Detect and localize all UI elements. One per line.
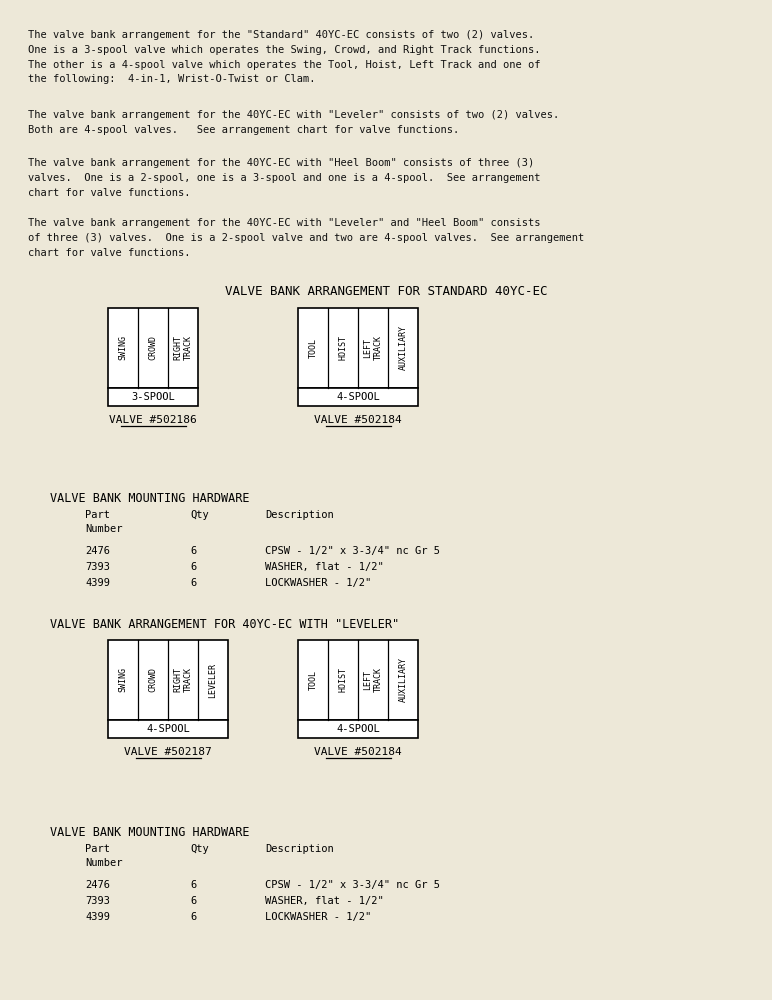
Text: VALVE BANK ARRANGEMENT FOR STANDARD 40YC-EC: VALVE BANK ARRANGEMENT FOR STANDARD 40YC… bbox=[225, 285, 547, 298]
Bar bbox=[298, 388, 418, 406]
Text: LEFT
TRACK: LEFT TRACK bbox=[364, 668, 383, 692]
Text: VALVE #502184: VALVE #502184 bbox=[314, 415, 402, 425]
Text: Part
Number: Part Number bbox=[85, 844, 123, 868]
Text: Qty: Qty bbox=[190, 844, 208, 854]
Text: VALVE BANK ARRANGEMENT FOR 40YC-EC WITH "LEVELER": VALVE BANK ARRANGEMENT FOR 40YC-EC WITH … bbox=[50, 618, 399, 631]
Text: 7393: 7393 bbox=[85, 896, 110, 906]
Text: AUXILIARY: AUXILIARY bbox=[398, 658, 408, 702]
Text: 2476: 2476 bbox=[85, 546, 110, 556]
Text: Part
Number: Part Number bbox=[85, 510, 123, 534]
Bar bbox=[298, 308, 418, 388]
Text: 4399: 4399 bbox=[85, 578, 110, 588]
Text: VALVE #502186: VALVE #502186 bbox=[109, 415, 197, 425]
Bar bbox=[298, 720, 418, 738]
Bar bbox=[108, 720, 228, 738]
Bar bbox=[298, 640, 418, 720]
Text: CROWD: CROWD bbox=[148, 336, 157, 360]
Bar bbox=[108, 308, 198, 388]
Text: The valve bank arrangement for the 40YC-EC with "Heel Boom" consists of three (3: The valve bank arrangement for the 40YC-… bbox=[28, 158, 540, 198]
Text: Qty: Qty bbox=[190, 510, 208, 520]
Text: CPSW - 1/2" x 3-3/4" nc Gr 5: CPSW - 1/2" x 3-3/4" nc Gr 5 bbox=[265, 880, 440, 890]
Text: TOOL: TOOL bbox=[309, 338, 317, 358]
Text: LOCKWASHER - 1/2": LOCKWASHER - 1/2" bbox=[265, 578, 371, 588]
Text: 6: 6 bbox=[190, 880, 196, 890]
Text: 4-SPOOL: 4-SPOOL bbox=[146, 724, 190, 734]
Text: 7393: 7393 bbox=[85, 562, 110, 572]
Bar bbox=[108, 388, 198, 406]
Text: The valve bank arrangement for the "Standard" 40YC-EC consists of two (2) valves: The valve bank arrangement for the "Stan… bbox=[28, 30, 540, 84]
Text: 6: 6 bbox=[190, 896, 196, 906]
Text: 6: 6 bbox=[190, 546, 196, 556]
Text: RIGHT
TRACK: RIGHT TRACK bbox=[173, 668, 193, 692]
Text: VALVE BANK MOUNTING HARDWARE: VALVE BANK MOUNTING HARDWARE bbox=[50, 826, 249, 839]
Text: VALVE BANK MOUNTING HARDWARE: VALVE BANK MOUNTING HARDWARE bbox=[50, 492, 249, 505]
Text: The valve bank arrangement for the 40YC-EC with "Leveler" consists of two (2) va: The valve bank arrangement for the 40YC-… bbox=[28, 110, 559, 135]
Text: The valve bank arrangement for the 40YC-EC with "Leveler" and "Heel Boom" consis: The valve bank arrangement for the 40YC-… bbox=[28, 218, 584, 258]
Text: VALVE #502184: VALVE #502184 bbox=[314, 747, 402, 757]
Text: LEVELER: LEVELER bbox=[208, 662, 218, 698]
Text: 6: 6 bbox=[190, 562, 196, 572]
Text: 6: 6 bbox=[190, 912, 196, 922]
Text: SWING: SWING bbox=[118, 336, 127, 360]
Text: HOIST: HOIST bbox=[338, 668, 347, 692]
Text: CROWD: CROWD bbox=[148, 668, 157, 692]
Text: WASHER, flat - 1/2": WASHER, flat - 1/2" bbox=[265, 896, 384, 906]
Text: TOOL: TOOL bbox=[309, 670, 317, 690]
Text: Description: Description bbox=[265, 844, 334, 854]
Text: SWING: SWING bbox=[118, 668, 127, 692]
Text: 2476: 2476 bbox=[85, 880, 110, 890]
Text: LEFT
TRACK: LEFT TRACK bbox=[364, 336, 383, 360]
Text: CPSW - 1/2" x 3-3/4" nc Gr 5: CPSW - 1/2" x 3-3/4" nc Gr 5 bbox=[265, 546, 440, 556]
Text: 4-SPOOL: 4-SPOOL bbox=[336, 392, 380, 402]
Text: VALVE #502187: VALVE #502187 bbox=[124, 747, 212, 757]
Text: HOIST: HOIST bbox=[338, 336, 347, 360]
Text: 3-SPOOL: 3-SPOOL bbox=[131, 392, 175, 402]
Text: 6: 6 bbox=[190, 578, 196, 588]
Text: LOCKWASHER - 1/2": LOCKWASHER - 1/2" bbox=[265, 912, 371, 922]
Text: 4-SPOOL: 4-SPOOL bbox=[336, 724, 380, 734]
Text: AUXILIARY: AUXILIARY bbox=[398, 326, 408, 370]
Bar bbox=[108, 640, 228, 720]
Text: RIGHT
TRACK: RIGHT TRACK bbox=[173, 336, 193, 360]
Text: 4399: 4399 bbox=[85, 912, 110, 922]
Text: Description: Description bbox=[265, 510, 334, 520]
Text: WASHER, flat - 1/2": WASHER, flat - 1/2" bbox=[265, 562, 384, 572]
